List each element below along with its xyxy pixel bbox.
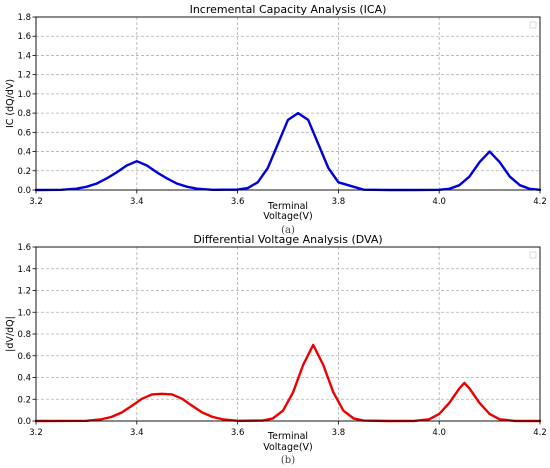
ica-y-tick-label: 1.2 (17, 71, 31, 81)
ica-y-tick-label: 1.6 (17, 32, 31, 42)
ica-chart-panel: 3.2 3.4 3.6 3.8 4.0 4.2 0.0 0.2 0.4 0.6 0.8 1.0 1.2 1… (5, 3, 547, 236)
dva-x-tick-label: 3.2 (29, 428, 43, 438)
dva-y-tick-label: 0.4 (17, 374, 31, 384)
ica-y-tick-label: 0.2 (17, 167, 31, 177)
ica-y-axis-label: IC (dQ/dV) (5, 79, 16, 128)
dva-y-tick-label: 1.0 (17, 308, 31, 318)
ica-x-tick-label: 4.0 (432, 197, 446, 207)
dva-x-tick-label: 3.4 (130, 428, 144, 438)
ica-y-tick-label: 0.6 (17, 128, 31, 138)
ica-y-tick-label: 1.4 (17, 51, 31, 61)
dva-y-tick-label: 0.2 (17, 395, 31, 405)
ica-x-tick-label: 3.2 (29, 197, 43, 207)
ica-x-tick-label: 3.6 (231, 197, 245, 207)
ica-x-tick-label: 3.8 (332, 197, 346, 207)
ica-y-tick-label: 0.0 (17, 186, 31, 196)
dva-series-line (34, 343, 542, 423)
ica-legend-box (529, 21, 537, 29)
ica-y-tick-label: 0.4 (17, 148, 31, 158)
dva-caption: (b) (281, 455, 295, 466)
dva-y-tick-label: 0.6 (17, 352, 31, 362)
ica-y-tick-label: 0.8 (17, 109, 31, 119)
dva-legend-box (529, 251, 537, 259)
dva-x-tick-label: 3.6 (231, 428, 245, 438)
dva-x-tick-label: 3.8 (332, 428, 346, 438)
ica-y-tick-label: 1.8 (17, 13, 31, 23)
ica-series-line (34, 111, 542, 192)
dva-y-tick-label: 0.0 (17, 417, 31, 427)
ica-axes-frame (35, 16, 541, 191)
ica-plot-area (36, 17, 540, 190)
dva-x-tick-label: 4.0 (432, 428, 446, 438)
dva-x-axis-label: Terminal (267, 431, 308, 442)
ica-x-axis-label-line2: Voltage(V) (263, 211, 313, 222)
ica-x-axis-label: Terminal (267, 201, 308, 212)
ica-x-tick-label: 3.4 (130, 197, 144, 207)
dva-x-tick-label: 4.2 (533, 428, 547, 438)
ica-chart-title: Incremental Capacity Analysis (ICA) (190, 3, 387, 16)
dva-y-axis-label: |dV/dQ| (5, 316, 16, 352)
dva-x-axis-label-line2: Voltage(V) (263, 442, 313, 453)
ica-y-tick-label: 1.0 (17, 90, 31, 100)
ica-caption: (a) (281, 225, 295, 236)
dva-y-tick-label: 0.8 (17, 330, 31, 340)
dva-chart-panel: 3.2 3.4 3.6 3.8 4.0 4.2 0.0 0.2 0.4 0.6 0.8 1.0 1.2 1… (5, 233, 547, 466)
dva-chart-title: Differential Voltage Analysis (DVA) (193, 233, 382, 246)
ica-x-tick-label: 4.2 (533, 197, 547, 207)
dva-y-tick-label: 1.2 (17, 287, 31, 297)
dva-y-tick-label: 1.6 (17, 243, 31, 253)
dva-y-tick-label: 1.4 (17, 265, 31, 275)
